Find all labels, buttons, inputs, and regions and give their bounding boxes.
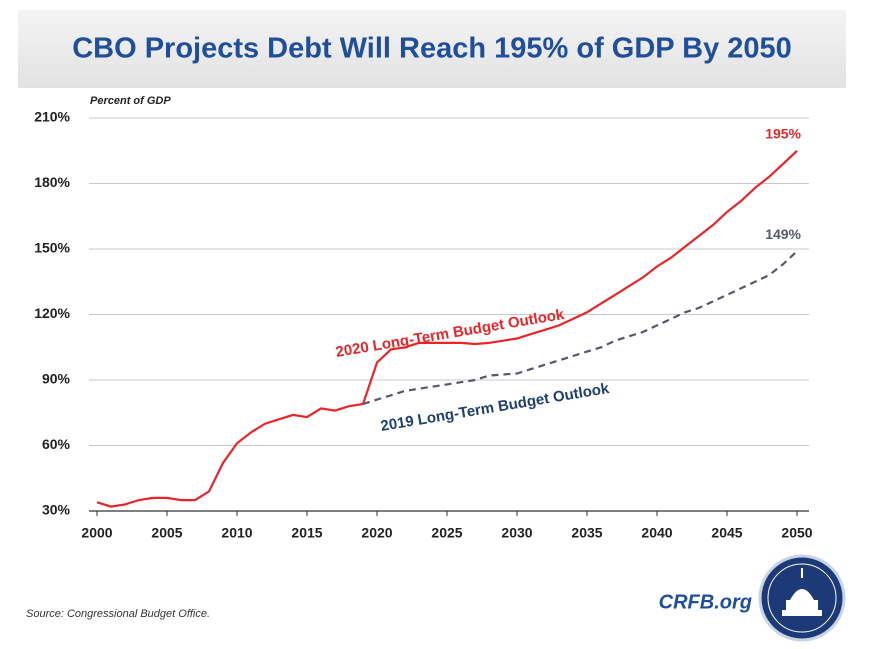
x-tick-label: 2035 bbox=[571, 525, 602, 541]
y-tick-label: 120% bbox=[34, 305, 70, 321]
x-tick-label: 2000 bbox=[81, 525, 112, 541]
y-tick-label: 90% bbox=[42, 371, 71, 387]
x-tick-label: 2005 bbox=[151, 525, 182, 541]
title-bar bbox=[18, 10, 846, 88]
series-label: 2019 Long-Term Budget Outlook bbox=[379, 380, 611, 435]
x-tick-label: 2050 bbox=[781, 525, 812, 541]
value-label: 195% bbox=[765, 125, 801, 141]
y-tick-label: 150% bbox=[34, 240, 70, 256]
series-line bbox=[362, 250, 798, 406]
logo bbox=[758, 554, 846, 642]
x-tick-label: 2010 bbox=[221, 525, 252, 541]
brand: CRFB.org bbox=[659, 591, 752, 613]
x-tick-label: 2040 bbox=[641, 525, 672, 541]
x-tick-label: 2030 bbox=[501, 525, 532, 541]
y-tick-label: 30% bbox=[42, 502, 71, 518]
x-tick-label: 2015 bbox=[291, 525, 322, 541]
y-tick-label: 210% bbox=[34, 109, 70, 125]
x-tick-label: 2045 bbox=[711, 525, 742, 541]
y-tick-label: 180% bbox=[34, 174, 70, 190]
value-label: 149% bbox=[765, 226, 801, 242]
x-tick-label: 2020 bbox=[361, 525, 392, 541]
y-tick-label: 60% bbox=[42, 436, 71, 452]
x-tick-label: 2025 bbox=[431, 525, 462, 541]
source-note: Source: Congressional Budget Office. bbox=[26, 608, 210, 620]
chart-title: CBO Projects Debt Will Reach 195% of GDP… bbox=[72, 33, 792, 65]
series-line bbox=[96, 149, 798, 508]
y-axis-label: Percent of GDP bbox=[90, 95, 171, 107]
